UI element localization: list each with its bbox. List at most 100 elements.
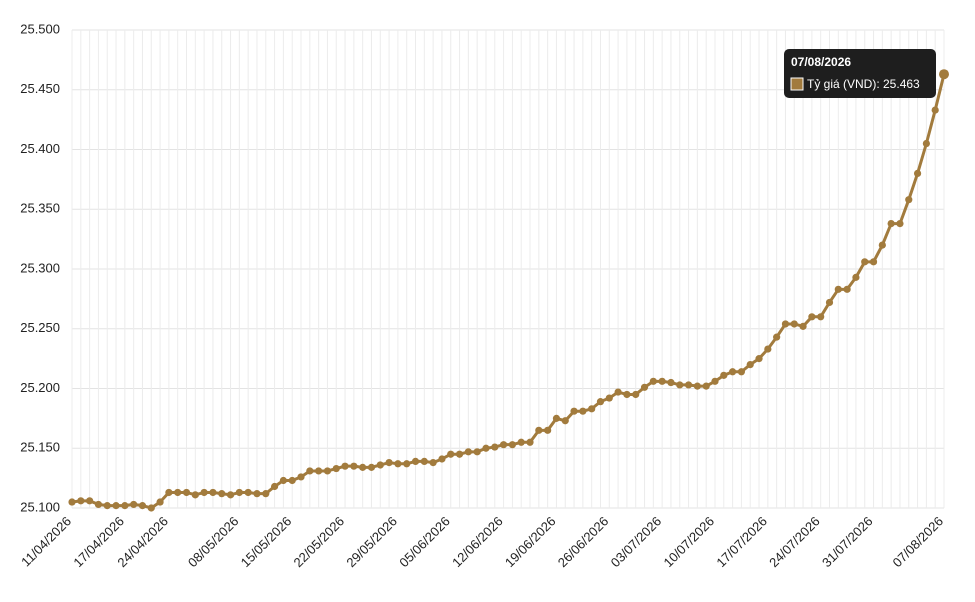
x-tick-label: 17/07/2026 bbox=[713, 514, 770, 571]
y-tick-label: 25.150 bbox=[20, 440, 60, 455]
point bbox=[711, 377, 719, 385]
point bbox=[861, 258, 869, 266]
point bbox=[394, 460, 402, 468]
point bbox=[905, 196, 913, 204]
y-tick-label: 25.200 bbox=[20, 380, 60, 395]
point bbox=[843, 285, 851, 293]
x-tick-label: 15/05/2026 bbox=[238, 514, 295, 571]
point bbox=[623, 390, 631, 399]
point bbox=[455, 450, 464, 458]
point bbox=[939, 69, 949, 80]
point bbox=[411, 457, 420, 465]
point bbox=[781, 320, 790, 328]
point bbox=[896, 219, 904, 228]
point bbox=[614, 388, 622, 396]
point bbox=[605, 394, 613, 402]
point bbox=[182, 488, 191, 497]
point bbox=[350, 462, 358, 470]
point bbox=[156, 498, 164, 506]
y-tick-label: 25.450 bbox=[20, 81, 60, 96]
point bbox=[913, 169, 922, 177]
point bbox=[447, 450, 455, 458]
point bbox=[869, 258, 878, 266]
point bbox=[588, 405, 596, 413]
point bbox=[552, 414, 561, 422]
point bbox=[77, 497, 85, 505]
point bbox=[359, 463, 367, 471]
point bbox=[270, 482, 279, 491]
point bbox=[121, 502, 129, 510]
point bbox=[385, 458, 393, 467]
point bbox=[244, 488, 252, 497]
x-tick-label: 12/06/2026 bbox=[449, 514, 506, 571]
point bbox=[94, 500, 103, 509]
point bbox=[667, 378, 675, 387]
point bbox=[86, 497, 94, 505]
point bbox=[288, 476, 296, 485]
point bbox=[729, 368, 737, 376]
point bbox=[473, 448, 481, 456]
point bbox=[720, 371, 728, 379]
y-tick-label: 25.400 bbox=[20, 141, 60, 156]
tooltip-box bbox=[784, 49, 936, 98]
point bbox=[306, 467, 314, 475]
point bbox=[702, 382, 710, 390]
point bbox=[658, 377, 666, 385]
x-tick-label: 07/08/2026 bbox=[889, 514, 946, 571]
point bbox=[596, 398, 605, 406]
point bbox=[808, 313, 816, 321]
x-tick-label: 31/07/2026 bbox=[819, 514, 876, 571]
point bbox=[165, 488, 173, 497]
plot bbox=[68, 69, 949, 512]
point bbox=[332, 464, 340, 473]
point bbox=[790, 320, 798, 328]
point bbox=[226, 491, 235, 499]
point bbox=[279, 476, 287, 485]
x-tick-label: 29/05/2026 bbox=[343, 514, 400, 571]
point bbox=[579, 407, 587, 415]
point bbox=[209, 488, 217, 497]
point bbox=[878, 241, 886, 249]
x-tick-label: 19/06/2026 bbox=[502, 514, 559, 571]
point bbox=[68, 498, 76, 506]
point bbox=[693, 382, 701, 390]
point bbox=[103, 502, 111, 510]
point bbox=[887, 219, 895, 228]
point bbox=[429, 458, 437, 467]
point bbox=[834, 285, 842, 293]
point bbox=[570, 407, 578, 415]
point bbox=[376, 461, 384, 469]
point bbox=[130, 500, 138, 509]
point bbox=[746, 361, 754, 369]
point bbox=[438, 455, 446, 463]
tooltip: 07/08/2026 Tỷ giá (VND): 25.463 bbox=[784, 49, 936, 98]
y-tick-label: 25.250 bbox=[20, 320, 60, 335]
x-tick-label: 26/06/2026 bbox=[555, 514, 612, 571]
point bbox=[544, 426, 552, 434]
point bbox=[737, 368, 746, 376]
point bbox=[499, 441, 508, 449]
point bbox=[649, 377, 657, 385]
point bbox=[491, 443, 499, 451]
tooltip-title: 07/08/2026 bbox=[791, 55, 851, 69]
point bbox=[799, 322, 807, 330]
point bbox=[191, 491, 199, 499]
x-tick-label: 03/07/2026 bbox=[608, 514, 665, 571]
point bbox=[262, 490, 270, 498]
point bbox=[535, 426, 543, 434]
point bbox=[112, 502, 120, 510]
x-tick-label: 10/07/2026 bbox=[660, 514, 717, 571]
point bbox=[235, 488, 243, 497]
point bbox=[315, 467, 323, 475]
point bbox=[138, 502, 147, 510]
y-tick-label: 25.350 bbox=[20, 201, 60, 216]
point bbox=[367, 463, 376, 471]
point bbox=[174, 488, 182, 497]
y-tick-label: 25.300 bbox=[20, 260, 60, 275]
line bbox=[71, 73, 946, 510]
point bbox=[773, 333, 781, 341]
point bbox=[420, 457, 428, 465]
point bbox=[403, 460, 411, 468]
point bbox=[632, 390, 640, 399]
